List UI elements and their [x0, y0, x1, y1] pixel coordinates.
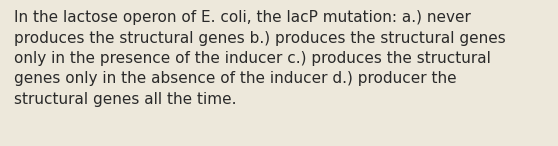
Text: In the lactose operon of E. coli, the lacP mutation: a.) never
produces the stru: In the lactose operon of E. coli, the la… — [14, 10, 506, 107]
